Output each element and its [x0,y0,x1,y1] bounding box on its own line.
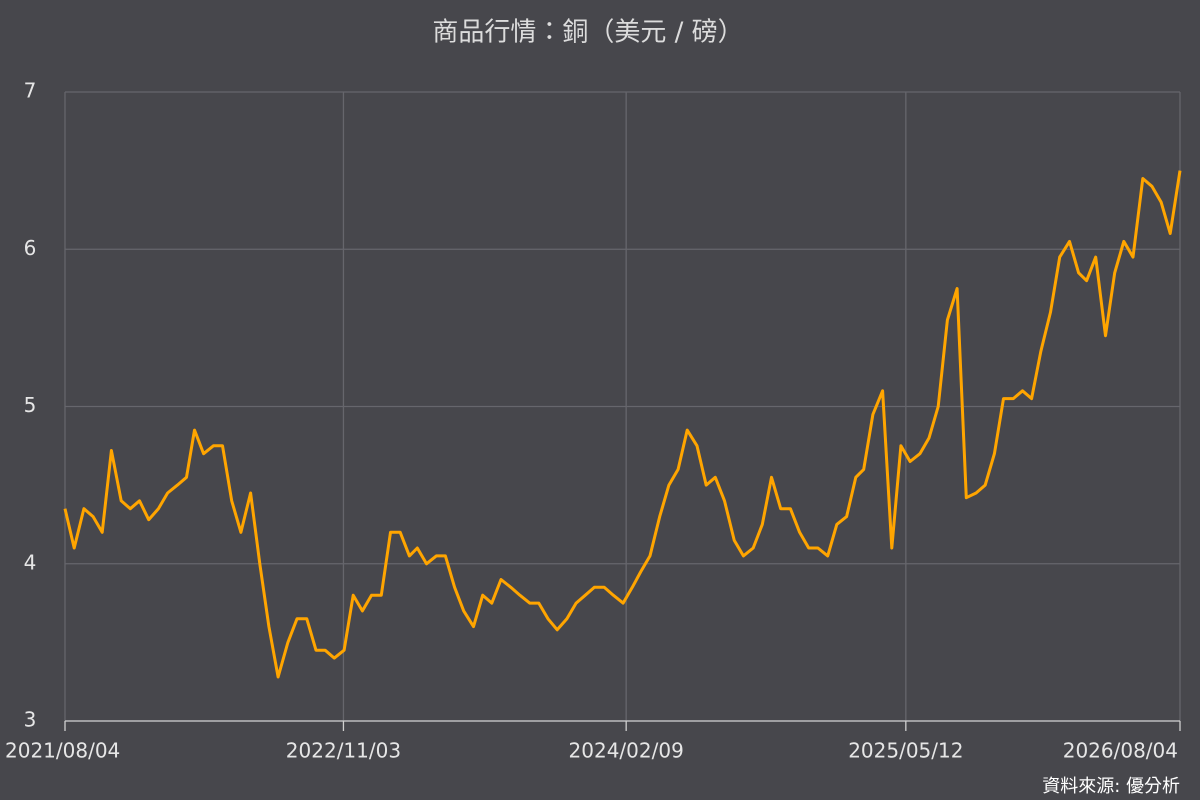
y-tick-label: 6 [24,236,37,260]
x-tick-label: 2021/08/04 [5,739,120,763]
x-tick-label: 2024/02/09 [569,739,684,763]
y-tick-label: 7 [24,79,37,103]
x-tick-label: 2025/05/12 [848,739,963,763]
y-tick-label: 5 [24,393,37,417]
y-tick-label: 3 [24,708,37,732]
source-note: 資料來源: 優分析 [1042,776,1180,797]
x-tick-label: 2022/11/03 [286,739,401,763]
price-line [63,170,1182,679]
x-tick-label: 2026/08/04 [1063,739,1178,763]
y-tick-label: 4 [24,550,37,574]
chart-title: 商品行情：銅（美元 / 磅） [432,18,743,48]
